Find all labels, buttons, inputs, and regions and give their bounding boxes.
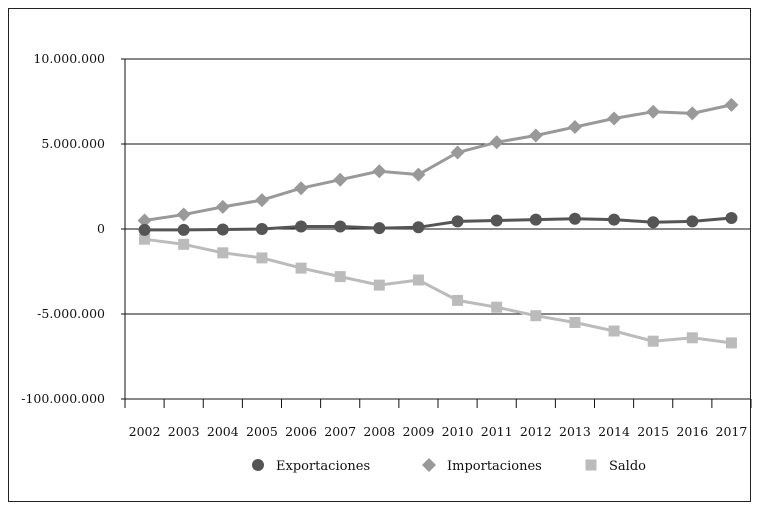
y-tick-label: -100.000.000 (21, 391, 105, 406)
data-point-saldo (647, 335, 659, 347)
data-point-saldo (569, 317, 581, 328)
chart-frame (8, 8, 751, 502)
data-point-importaciones (333, 172, 348, 187)
data-point-saldo (412, 274, 424, 286)
y-tick-label: 0 (97, 221, 105, 236)
y-tick-label: 10.000.000 (33, 51, 105, 66)
x-tick-label: 2015 (637, 424, 669, 439)
data-point-importaciones (137, 213, 152, 228)
data-point-importaciones (411, 167, 426, 182)
legend-marker-saldo (585, 459, 597, 471)
data-point-importaciones (724, 97, 739, 112)
series-exportaciones (138, 211, 738, 236)
x-tick-label: 2002 (129, 424, 161, 439)
legend-marker-exportaciones (252, 459, 264, 471)
data-point-exportaciones (451, 215, 464, 228)
data-point-saldo (452, 294, 464, 306)
x-tick-label: 2009 (403, 424, 435, 439)
data-point-importaciones (215, 199, 230, 214)
data-point-importaciones (294, 181, 309, 196)
series-line-exportaciones (144, 216, 732, 232)
x-tick-label: 2014 (598, 424, 630, 439)
data-point-exportaciones (608, 213, 621, 226)
data-point-saldo (686, 332, 698, 344)
data-point-importaciones (372, 164, 387, 179)
data-point-importaciones (685, 106, 700, 121)
legend: Exportaciones Importaciones Saldo (252, 458, 646, 474)
data-point-saldo (178, 238, 190, 250)
data-point-importaciones (646, 104, 661, 119)
data-point-importaciones (607, 111, 622, 126)
data-point-saldo (608, 325, 620, 337)
legend-item-exportaciones: Exportaciones (252, 459, 370, 474)
data-point-saldo (256, 252, 268, 264)
data-point-importaciones (528, 128, 543, 143)
data-point-saldo (725, 337, 737, 349)
data-point-importaciones (254, 193, 269, 208)
data-point-exportaciones (295, 220, 308, 233)
data-point-exportaciones (568, 212, 581, 225)
y-tick-labels: 10.000.000 5.000.000 0 -5.000.000 -100.000.0… (21, 51, 105, 406)
x-tick-label: 2008 (363, 424, 395, 439)
series-line-saldo (144, 237, 732, 345)
x-tick-label: 2012 (520, 424, 552, 439)
series-importaciones (137, 97, 739, 228)
data-point-saldo (217, 247, 229, 259)
data-point-exportaciones (686, 215, 699, 228)
x-tick-label: 2010 (442, 424, 474, 439)
axes (121, 58, 752, 408)
data-point-importaciones (450, 145, 465, 160)
legend-marker-importaciones (422, 458, 436, 472)
x-tick-label: 2005 (246, 424, 278, 439)
x-tick-label: 2003 (168, 424, 200, 439)
series-line-importaciones (144, 103, 732, 222)
grid-lines (125, 58, 751, 315)
data-point-saldo (295, 262, 307, 274)
legend-item-importaciones: Importaciones (422, 458, 542, 474)
legend-label-exportaciones: Exportaciones (276, 459, 370, 474)
series-saldo (139, 233, 737, 349)
data-point-exportaciones (490, 214, 503, 227)
data-point-exportaciones (725, 211, 738, 224)
data-point-exportaciones (138, 223, 151, 236)
x-tick-label: 2016 (676, 424, 708, 439)
legend-item-saldo: Saldo (585, 459, 646, 474)
x-tick-labels: 2002 2003 2004 2005 2006 2007 2008 2009 2010 2011… (129, 424, 748, 439)
y-tick-label: 5.000.000 (41, 136, 105, 151)
x-tick-label: 2017 (716, 424, 748, 439)
series (137, 97, 739, 349)
data-point-saldo (491, 301, 503, 313)
data-point-exportaciones (216, 223, 229, 236)
legend-label-saldo: Saldo (609, 459, 646, 474)
data-point-saldo (373, 279, 385, 291)
data-point-exportaciones (255, 223, 268, 235)
x-tick-label: 2013 (559, 424, 591, 439)
legend-label-importaciones: Importaciones (447, 459, 542, 474)
data-point-exportaciones (412, 221, 425, 234)
x-tick-label: 2007 (324, 424, 356, 439)
data-point-importaciones (489, 135, 504, 150)
data-point-exportaciones (177, 223, 190, 236)
x-tick-label: 2011 (481, 424, 513, 439)
data-point-exportaciones (647, 216, 660, 229)
x-tick-label: 2004 (207, 424, 239, 439)
data-point-importaciones (567, 120, 582, 134)
data-point-exportaciones (373, 222, 386, 235)
data-point-exportaciones (334, 220, 347, 233)
data-point-importaciones (176, 207, 191, 222)
y-tick-label: -5.000.000 (37, 306, 105, 321)
data-point-saldo (334, 271, 346, 283)
data-point-saldo (530, 310, 542, 322)
data-point-exportaciones (529, 213, 542, 226)
x-tick-label: 2006 (285, 424, 317, 439)
data-point-saldo (139, 233, 151, 245)
